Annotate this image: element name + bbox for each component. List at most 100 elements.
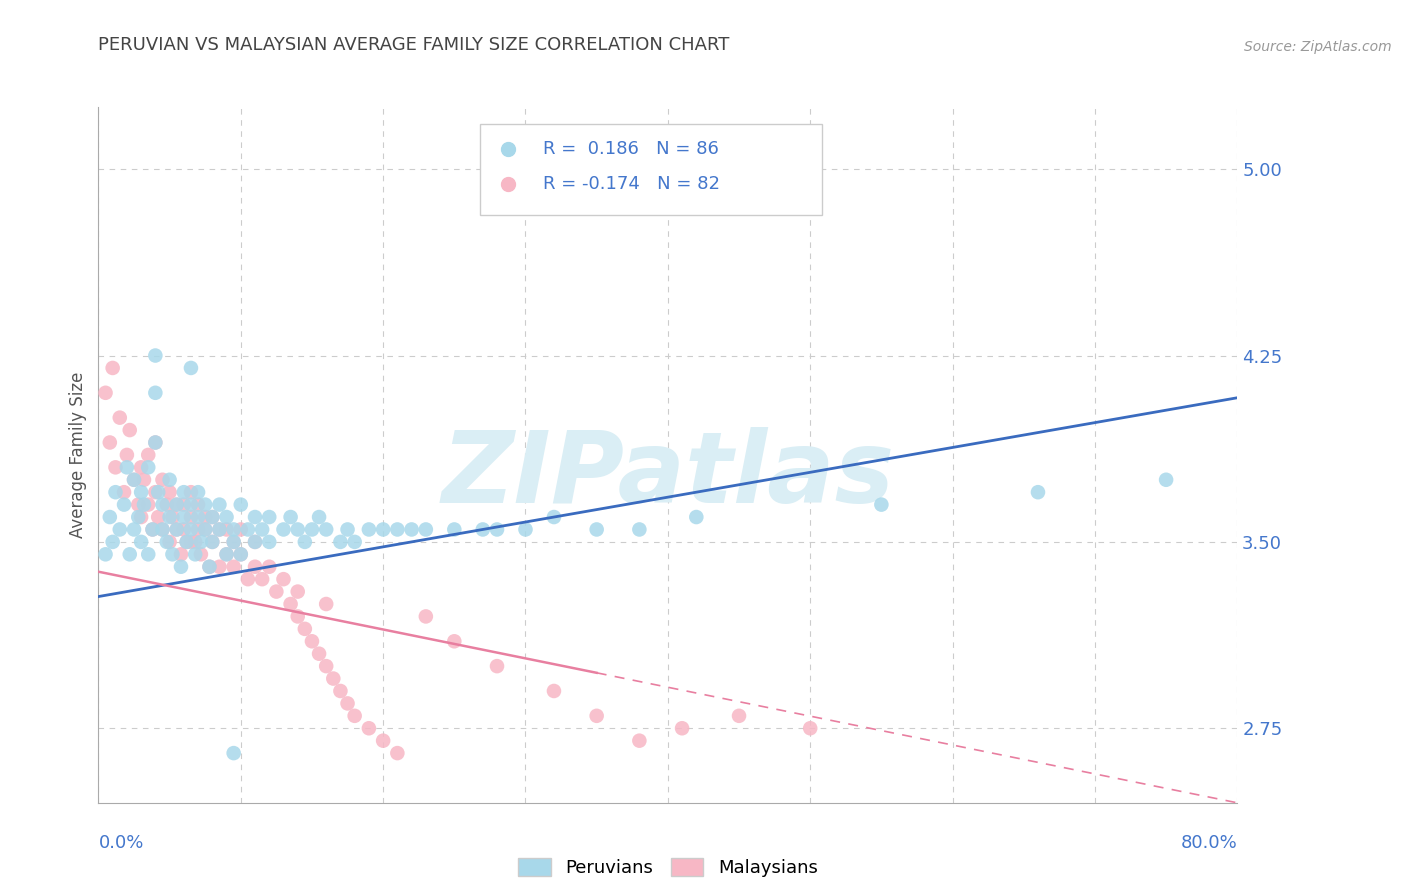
Point (243, 559, 266, 574)
Point (180, 361, 202, 376)
Point (343, 535, 366, 549)
Point (329, 535, 352, 549)
Point (208, 523, 231, 537)
Point (259, 535, 281, 549)
Point (166, 498, 188, 512)
Point (215, 547, 238, 561)
Point (180, 523, 202, 537)
Point (471, 523, 494, 537)
Point (152, 498, 174, 512)
Text: 80.0%: 80.0% (1181, 834, 1237, 852)
Point (148, 485, 170, 500)
Point (373, 733, 395, 747)
Point (585, 709, 607, 723)
Point (129, 485, 152, 500)
Point (156, 535, 179, 549)
Point (170, 547, 193, 561)
Point (127, 510, 149, 524)
Point (132, 473, 155, 487)
Point (190, 547, 212, 561)
Text: ZIPatlas: ZIPatlas (441, 427, 894, 524)
Point (152, 523, 174, 537)
Point (129, 460, 152, 475)
Point (215, 523, 238, 537)
Point (118, 423, 141, 437)
Point (159, 535, 181, 549)
Point (198, 559, 221, 574)
Point (486, 523, 509, 537)
Point (98, 510, 121, 524)
Point (287, 584, 309, 599)
Point (176, 535, 198, 549)
Point (215, 547, 238, 561)
Point (98, 435, 121, 450)
Point (208, 559, 231, 574)
Point (194, 498, 217, 512)
Y-axis label: Average Family Size: Average Family Size (69, 372, 87, 538)
Point (148, 510, 170, 524)
Point (308, 647, 330, 661)
Point (145, 435, 167, 450)
Point (112, 498, 135, 512)
Point (132, 498, 155, 512)
Point (166, 523, 188, 537)
Point (315, 659, 337, 673)
Point (201, 535, 224, 549)
Point (280, 597, 302, 611)
Point (145, 385, 167, 400)
Point (129, 535, 152, 549)
Point (1026, 485, 1049, 500)
Point (187, 523, 209, 537)
Point (870, 498, 893, 512)
Point (187, 510, 209, 524)
Point (201, 535, 224, 549)
Point (287, 609, 309, 624)
Point (486, 659, 509, 673)
Point (145, 435, 167, 450)
Point (129, 510, 152, 524)
Point (198, 559, 221, 574)
Point (108, 410, 131, 425)
Point (166, 523, 188, 537)
Point (159, 510, 181, 524)
Point (136, 547, 159, 561)
Point (280, 510, 302, 524)
Text: R =  0.186   N = 86: R = 0.186 N = 86 (543, 140, 718, 158)
Point (136, 498, 159, 512)
Point (585, 523, 607, 537)
Text: R = -0.174   N = 82: R = -0.174 N = 82 (543, 175, 720, 193)
Point (159, 485, 181, 500)
Point (315, 523, 337, 537)
Point (443, 523, 465, 537)
Point (799, 721, 821, 735)
Point (1312, 150, 1334, 164)
Point (104, 460, 127, 475)
Point (294, 535, 316, 549)
Point (122, 523, 145, 537)
Point (180, 535, 202, 549)
Point (162, 510, 184, 524)
Point (115, 448, 138, 462)
Point (357, 523, 380, 537)
Point (222, 559, 245, 574)
Point (728, 709, 751, 723)
Point (194, 523, 217, 537)
Text: 0.0%: 0.0% (98, 834, 143, 852)
Point (236, 572, 259, 586)
FancyBboxPatch shape (479, 124, 821, 215)
Point (162, 547, 184, 561)
Point (156, 498, 179, 512)
Point (215, 510, 238, 524)
Point (170, 559, 193, 574)
Point (176, 535, 198, 549)
Point (415, 609, 437, 624)
Point (229, 547, 252, 561)
Point (322, 672, 344, 686)
Point (201, 510, 224, 524)
Point (543, 684, 565, 698)
Point (259, 510, 281, 524)
Point (357, 721, 380, 735)
Point (301, 634, 323, 648)
Point (222, 746, 245, 760)
Point (94, 547, 117, 561)
